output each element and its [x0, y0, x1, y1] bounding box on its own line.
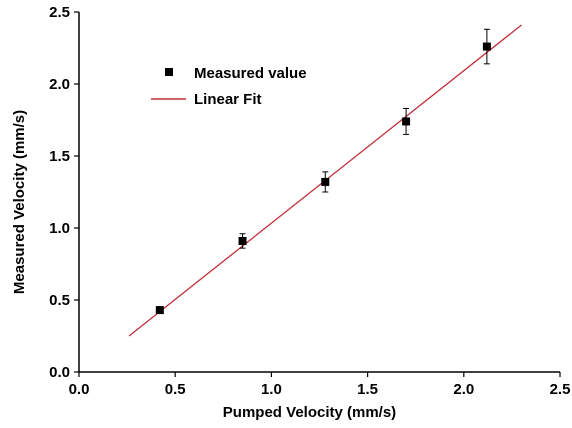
y-tick-label: 1.0: [49, 220, 70, 237]
y-axis-label: Measured Velocity (mm/s): [11, 110, 28, 294]
data-point: [482, 42, 491, 51]
axes: [78, 12, 560, 373]
y-tick-label: 0.0: [49, 364, 70, 381]
legend-label-measured: Measured value: [194, 65, 307, 82]
y-ticks: 0.0 0.5 1.0 1.5 2.0 2.5: [49, 4, 79, 381]
x-tick-label: 0.5: [165, 381, 186, 398]
x-ticks: 0.0 0.5 1.0 1.5 2.0 2.5: [69, 372, 571, 398]
x-tick-label: 0.0: [69, 381, 90, 398]
x-axis-label: Pumped Velocity (mm/s): [223, 404, 396, 421]
x-tick-label: 2.0: [453, 381, 474, 398]
x-tick-label: 2.5: [550, 381, 571, 398]
data-points: [155, 42, 491, 315]
y-tick-label: 2.0: [49, 76, 70, 93]
y-tick-label: 0.5: [49, 292, 70, 309]
legend-marker-measured: [165, 68, 173, 76]
legend-label-linear-fit: Linear Fit: [194, 91, 262, 108]
data-point: [238, 236, 247, 245]
data-point: [155, 306, 164, 315]
data-point: [402, 117, 411, 126]
x-tick-label: 1.5: [357, 381, 378, 398]
y-tick-label: 2.5: [49, 4, 70, 21]
data-point: [321, 177, 330, 186]
y-tick-label: 1.5: [49, 148, 70, 165]
x-tick-label: 1.0: [261, 381, 282, 398]
legend: Measured value Linear Fit: [151, 65, 307, 108]
